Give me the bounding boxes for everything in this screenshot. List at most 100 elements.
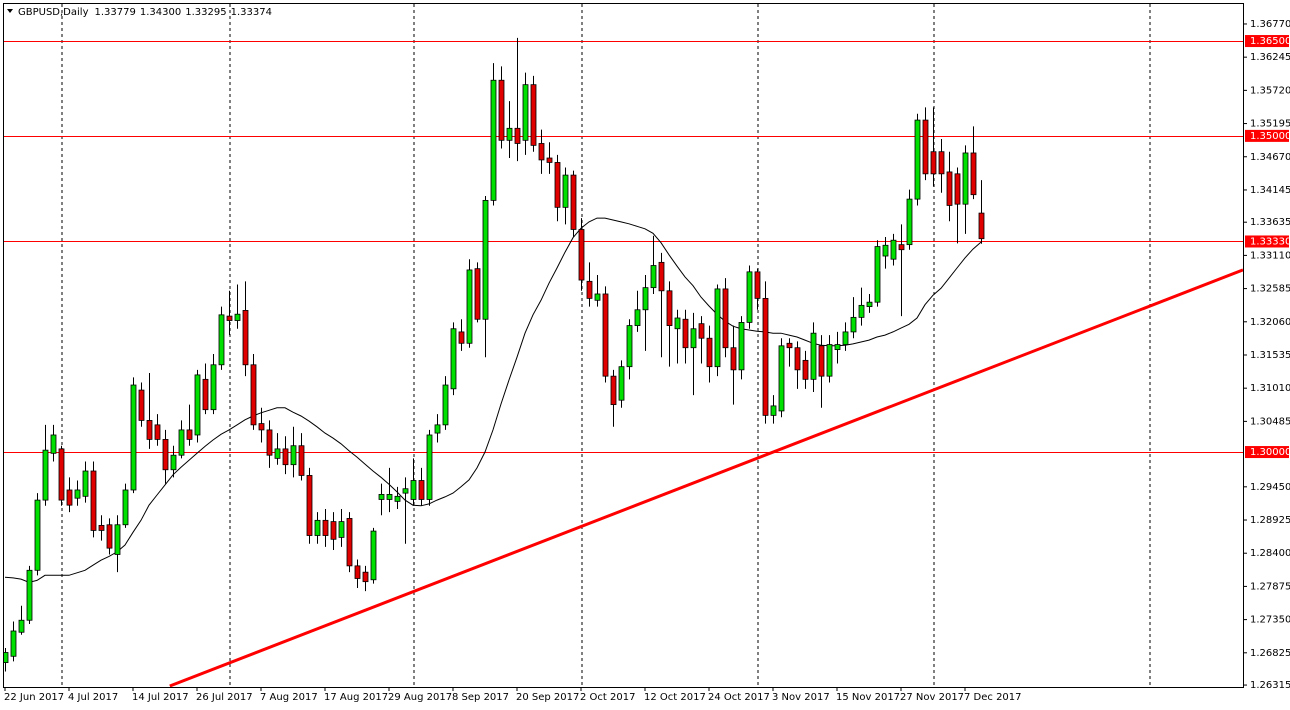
candle-body	[434, 424, 441, 434]
candle-body	[834, 344, 841, 351]
y-tick-label: 1.36770	[1250, 19, 1290, 30]
candle-body	[506, 127, 513, 141]
level-label-bg	[1245, 129, 1289, 142]
candle-body	[898, 244, 905, 251]
candle-body	[490, 79, 497, 201]
candle-body	[154, 424, 161, 440]
candle-body	[298, 445, 305, 476]
candle-body	[970, 152, 977, 196]
moving-average	[4, 217, 982, 583]
plot-area	[4, 37, 1243, 687]
candle-body	[538, 143, 545, 161]
candle-body	[354, 565, 361, 579]
candle-body	[578, 229, 585, 281]
candle-body	[722, 288, 729, 349]
header-low: 1.33295	[185, 7, 226, 18]
chart-header: GBPUSD,Daily 1.33779 1.34300 1.33295 1.33374	[18, 7, 272, 18]
header-close: 1.33374	[231, 7, 272, 18]
y-tick-label: 1.32585	[1250, 284, 1290, 295]
candle-body	[34, 499, 41, 571]
x-tick-label: 2 Oct 2017	[580, 692, 635, 703]
y-tick-label: 1.27875	[1250, 581, 1290, 592]
candle-body	[58, 448, 65, 501]
candle-body	[410, 480, 417, 500]
trendline	[169, 268, 1243, 687]
candle-body	[330, 521, 337, 540]
x-tick-label: 26 Jul 2017	[196, 692, 253, 703]
candle-body	[818, 345, 825, 377]
candle-body	[346, 518, 353, 567]
candle-body	[826, 344, 833, 377]
candle-body	[626, 325, 633, 368]
candle-body	[522, 84, 529, 141]
x-tick-label: 7 Aug 2017	[260, 692, 318, 703]
candle-body	[162, 438, 169, 471]
level-label-bg	[1245, 35, 1289, 48]
candle-body	[314, 519, 321, 536]
level-label: 1.33330	[1250, 236, 1290, 247]
candle-body	[786, 342, 793, 349]
candle-body	[874, 246, 881, 303]
candle-body	[306, 475, 313, 536]
x-tick-label: 20 Sep 2017	[516, 692, 579, 703]
candle-body	[42, 449, 49, 501]
candle-body	[770, 405, 777, 416]
y-tick-label: 1.28400	[1250, 548, 1290, 559]
candle-body	[426, 434, 433, 500]
candle-body	[122, 489, 129, 526]
candle-body	[946, 171, 953, 206]
candle-body	[650, 265, 657, 289]
y-tick-label: 1.31010	[1250, 383, 1290, 394]
candle-body	[682, 318, 689, 349]
y-tick-label: 1.30485	[1250, 416, 1290, 427]
candle-body	[450, 328, 457, 390]
candle-body	[50, 434, 57, 454]
candle-body	[386, 494, 393, 500]
candle-body	[754, 271, 761, 299]
symbol-title: GBPUSD,Daily	[18, 7, 89, 18]
x-tick-label: 27 Nov 2017	[900, 692, 964, 703]
candle-body	[210, 364, 217, 411]
candle-body	[378, 494, 385, 500]
candle-body	[130, 384, 137, 491]
candle-body	[706, 337, 713, 368]
candle-body	[842, 331, 849, 345]
candle-body	[890, 239, 897, 260]
y-tick-label: 1.27350	[1250, 615, 1290, 626]
candle-body	[242, 310, 249, 366]
candle-body	[26, 569, 33, 621]
candle-body	[546, 157, 553, 163]
level-label-bg	[1245, 235, 1289, 248]
candle-body	[370, 530, 377, 581]
candle-body	[74, 489, 81, 499]
candle-body	[530, 84, 537, 146]
candle-body	[850, 316, 857, 333]
candle-body	[586, 280, 593, 299]
candle-body	[866, 301, 873, 308]
candle-body	[402, 488, 409, 494]
menu-arrow[interactable]	[7, 9, 13, 13]
level-label: 1.36500	[1250, 36, 1290, 47]
level-label-bg	[1245, 446, 1289, 459]
candle-body	[778, 345, 785, 412]
x-tick-label: 3 Nov 2017	[772, 692, 830, 703]
x-tick-label: 14 Jul 2017	[132, 692, 189, 703]
candle-body	[418, 480, 425, 500]
candle-body	[98, 524, 105, 531]
candle-body	[66, 489, 73, 506]
candle-body	[458, 331, 465, 344]
candle-body	[730, 347, 737, 371]
candle-body	[858, 304, 865, 318]
header-high: 1.34300	[140, 7, 181, 18]
candle-body	[250, 364, 257, 426]
candle-body	[282, 448, 289, 466]
candle-body	[930, 151, 937, 175]
header-open: 1.33779	[95, 7, 136, 18]
candle-body	[914, 119, 921, 200]
y-tick-label: 1.32060	[1250, 317, 1290, 328]
candle-body	[338, 521, 345, 538]
candle-body	[690, 328, 697, 349]
candle-body	[594, 293, 601, 301]
